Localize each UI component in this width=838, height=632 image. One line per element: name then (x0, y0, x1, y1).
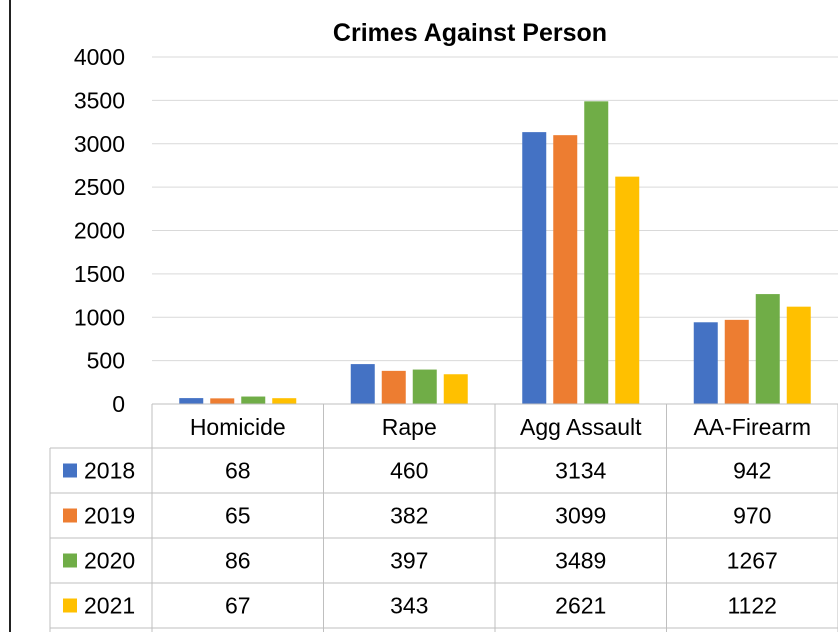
data-value: 68 (225, 458, 251, 484)
bar (786, 306, 811, 404)
bar (755, 294, 780, 404)
series-name: 2019 (84, 503, 135, 529)
y-tick-label: 4000 (74, 44, 125, 70)
bar (693, 322, 718, 404)
data-value: 397 (390, 548, 428, 574)
data-value: 3099 (555, 503, 606, 529)
data-value: 86 (225, 548, 251, 574)
y-axis-ticks: 4000 3500 3000 2500 2000 1500 1000 500 0 (74, 44, 125, 417)
legend-swatch (63, 598, 77, 613)
bar (553, 135, 578, 404)
data-value: 65 (225, 503, 251, 529)
data-value: 343 (390, 593, 428, 619)
y-tick-label: 1000 (74, 304, 125, 330)
bar (241, 396, 266, 404)
data-value: 382 (390, 503, 428, 529)
category-label: Agg Assault (520, 414, 642, 440)
data-value: 67 (225, 593, 251, 619)
series-name: 2020 (84, 548, 135, 574)
category-label: Rape (382, 414, 437, 440)
series-name: 2021 (84, 593, 135, 619)
legend-swatch (63, 508, 77, 523)
data-table: Homicide Rape Agg Assault AA-Firearm 2018 68 4… (49, 403, 838, 632)
y-tick-label: 1500 (74, 261, 125, 287)
data-value: 460 (390, 458, 428, 484)
category-label: AA-Firearm (693, 414, 811, 440)
y-tick-label: 0 (112, 391, 125, 417)
category-label: Homicide (190, 414, 286, 440)
bar (522, 132, 547, 405)
data-value: 3489 (555, 548, 606, 574)
series-name: 2018 (84, 458, 135, 484)
chart-title: Crimes Against Person (333, 19, 607, 47)
data-value: 970 (733, 503, 771, 529)
bar (179, 398, 204, 404)
bar (381, 370, 406, 404)
gridlines (152, 56, 838, 362)
y-tick-label: 2500 (74, 174, 125, 200)
bar (724, 319, 749, 404)
y-tick-label: 3500 (74, 87, 125, 113)
bar (584, 101, 609, 404)
y-tick-label: 2000 (74, 218, 125, 244)
y-tick-label: 3000 (74, 131, 125, 157)
bar (350, 364, 375, 404)
bar (412, 369, 437, 404)
data-value: 942 (733, 458, 771, 484)
bars (179, 101, 811, 405)
legend-swatch (63, 463, 77, 478)
bar (615, 176, 640, 404)
data-value: 1122 (728, 593, 777, 619)
bar (443, 374, 468, 404)
legend-swatch (63, 553, 77, 568)
bar (272, 398, 297, 404)
data-value: 1267 (727, 548, 778, 574)
bar (210, 398, 235, 404)
data-value: 3134 (555, 458, 606, 484)
data-value: 2621 (555, 593, 606, 619)
y-tick-label: 500 (87, 348, 125, 374)
